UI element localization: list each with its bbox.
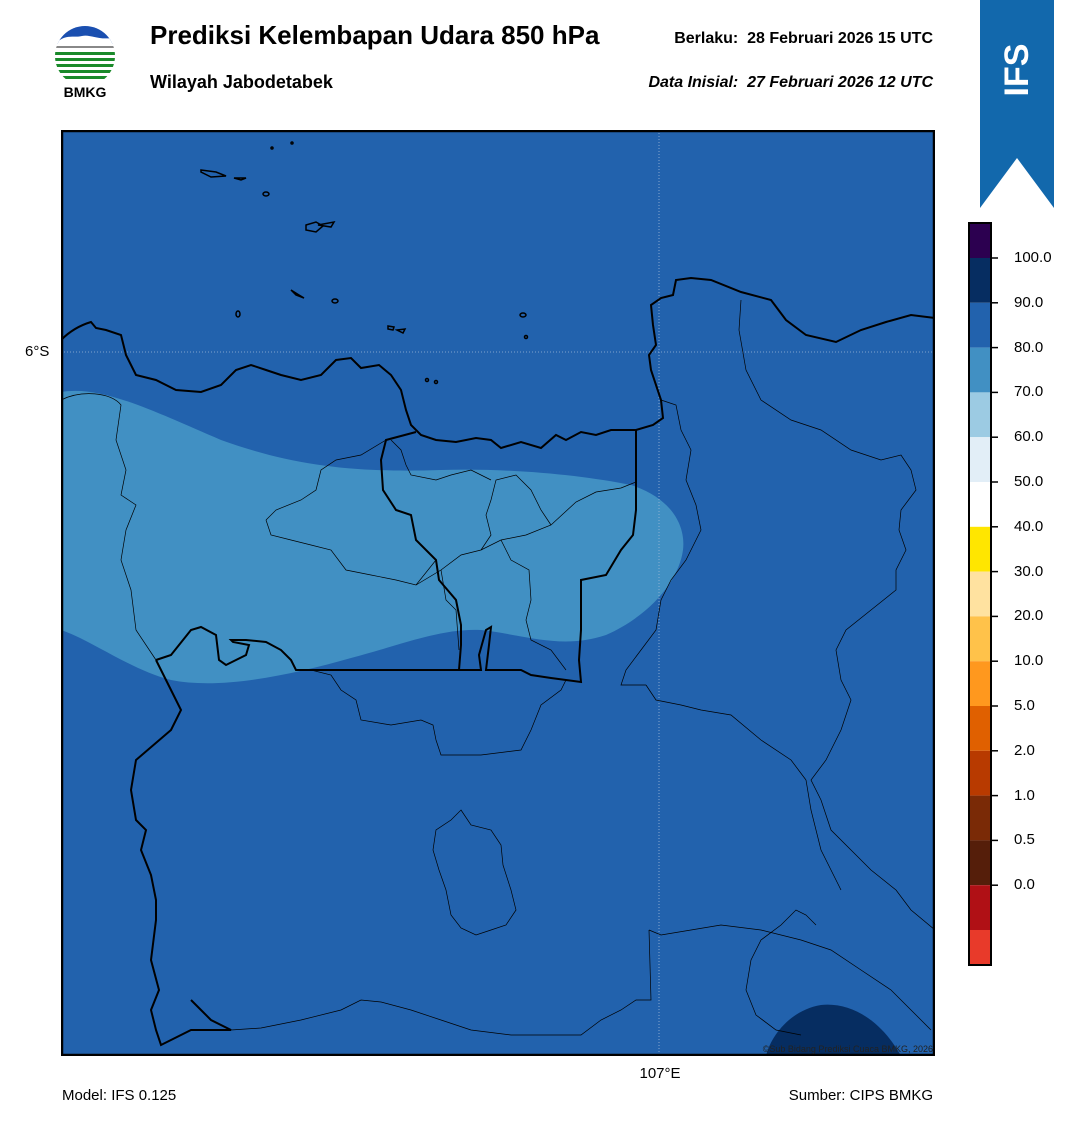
province-border-south — [155, 625, 459, 671]
island-1 — [200, 169, 227, 178]
colorbar-segment — [968, 392, 992, 438]
admin-line-17 — [745, 909, 817, 1036]
island-9 — [387, 325, 395, 331]
colorbar-tick-label: 50.0 — [1014, 473, 1044, 490]
island-13 — [424, 377, 430, 383]
province-border-banten — [129, 659, 232, 1047]
colorbar-tick-label: 60.0 — [1014, 428, 1044, 446]
colorbar-segment — [968, 661, 992, 706]
colorbar-segment — [968, 885, 992, 930]
island-6 — [290, 289, 305, 299]
island-2 — [233, 177, 247, 181]
colorbar-tick-label: 100.0 — [1014, 249, 1052, 266]
colorbar-tick-label: 1.0 — [1014, 786, 1035, 804]
colorbar-segment — [968, 347, 992, 393]
admin-line-15 — [230, 929, 652, 1036]
longitude-label: 107°E — [639, 1065, 681, 1082]
humidity-zone-90-100 — [766, 1004, 901, 1056]
ifs-ribbon-badge — [980, 0, 1054, 208]
admin-line-9 — [310, 669, 567, 756]
admin-line-13 — [805, 779, 842, 891]
admin-line-1 — [61, 393, 157, 661]
island-3 — [262, 191, 270, 197]
valid-time: Berlaku: 28 Februari 2026 15 UTC — [674, 30, 933, 47]
colorbar-tick-label: 5.0 — [1014, 697, 1035, 714]
map-credit: ©Sub Bidang Prediksi Cuaca BMKG, 2026 — [762, 1044, 933, 1054]
latitude-label: 6°S — [25, 343, 50, 360]
bmkg-logo-icon — [55, 26, 115, 86]
island-15 — [270, 146, 274, 150]
source-label: Sumber: CIPS BMKG — [788, 1087, 933, 1104]
colorbar-tick-label: 0.5 — [1014, 831, 1035, 849]
colorbar-segment — [968, 482, 992, 527]
colorbar-segment — [968, 302, 992, 348]
colorbar-segment — [968, 526, 992, 572]
colorbar-segment — [968, 930, 992, 966]
island-11 — [519, 312, 527, 318]
admin-line-12 — [738, 299, 935, 931]
island-7 — [331, 298, 339, 304]
ifs-label: IFS — [998, 44, 1036, 97]
colorbar-segment — [968, 795, 992, 841]
colorbar-tick-label: 20.0 — [1014, 607, 1044, 625]
colorbar-tick-label: 0.0 — [1014, 876, 1035, 894]
colorbar-frame — [968, 222, 992, 966]
island-4 — [305, 221, 325, 233]
colorbar-tick-label: 30.0 — [1014, 562, 1044, 580]
island-10 — [394, 328, 407, 335]
colorbar-tick-label: 90.0 — [1014, 293, 1044, 311]
ifs-text: IFS — [998, 44, 1036, 97]
island-16 — [290, 141, 294, 145]
model-label: Model: IFS 0.125 — [62, 1087, 177, 1104]
colorbar-tick-label: 10.0 — [1014, 652, 1044, 670]
admin-line-5 — [440, 569, 460, 651]
colorbar — [968, 222, 998, 966]
colorbar-segment — [968, 750, 992, 796]
region-subtitle: Wilayah Jabodetabek — [150, 72, 333, 92]
admin-line-6 — [500, 539, 567, 671]
admin-line-4 — [415, 481, 637, 586]
colorbar-segment — [968, 258, 992, 303]
island-5 — [317, 220, 336, 228]
colorbar-segment — [968, 571, 992, 617]
admin-line-10 — [645, 684, 807, 781]
island-12 — [523, 334, 529, 340]
colorbar-segment — [968, 437, 992, 482]
admin-line-3 — [265, 519, 437, 586]
colorbar-tick-label: 70.0 — [1014, 383, 1044, 401]
colorbar-tick-label: 2.0 — [1014, 741, 1035, 759]
admin-line-11 — [620, 399, 702, 686]
colorbar-tick-label: 40.0 — [1014, 517, 1044, 535]
colorbar-segment — [968, 840, 992, 886]
colorbar-segment — [968, 222, 992, 258]
initial-data-time: Data Inisial: 27 Februari 2026 12 UTC — [648, 74, 933, 91]
humidity-map — [61, 130, 935, 1056]
colorbar-tick-label: 80.0 — [1014, 338, 1044, 356]
admin-line-16 — [432, 809, 517, 936]
map-frame — [61, 130, 935, 1056]
colorbar-segment — [968, 616, 992, 662]
logo-text: BMKG — [63, 84, 107, 100]
island-14 — [433, 379, 439, 385]
island-8 — [235, 310, 241, 318]
province-border-west — [379, 430, 637, 684]
admin-line-8 — [390, 439, 492, 481]
admin-line-7 — [480, 474, 552, 551]
admin-line-14 — [648, 924, 932, 1031]
page-title: Prediksi Kelembapan Udara 850 hPa — [150, 20, 600, 50]
colorbar-segment — [968, 706, 992, 751]
admin-line-2 — [265, 439, 387, 521]
coastline — [61, 276, 935, 450]
humidity-zone-70-80 — [61, 390, 684, 684]
